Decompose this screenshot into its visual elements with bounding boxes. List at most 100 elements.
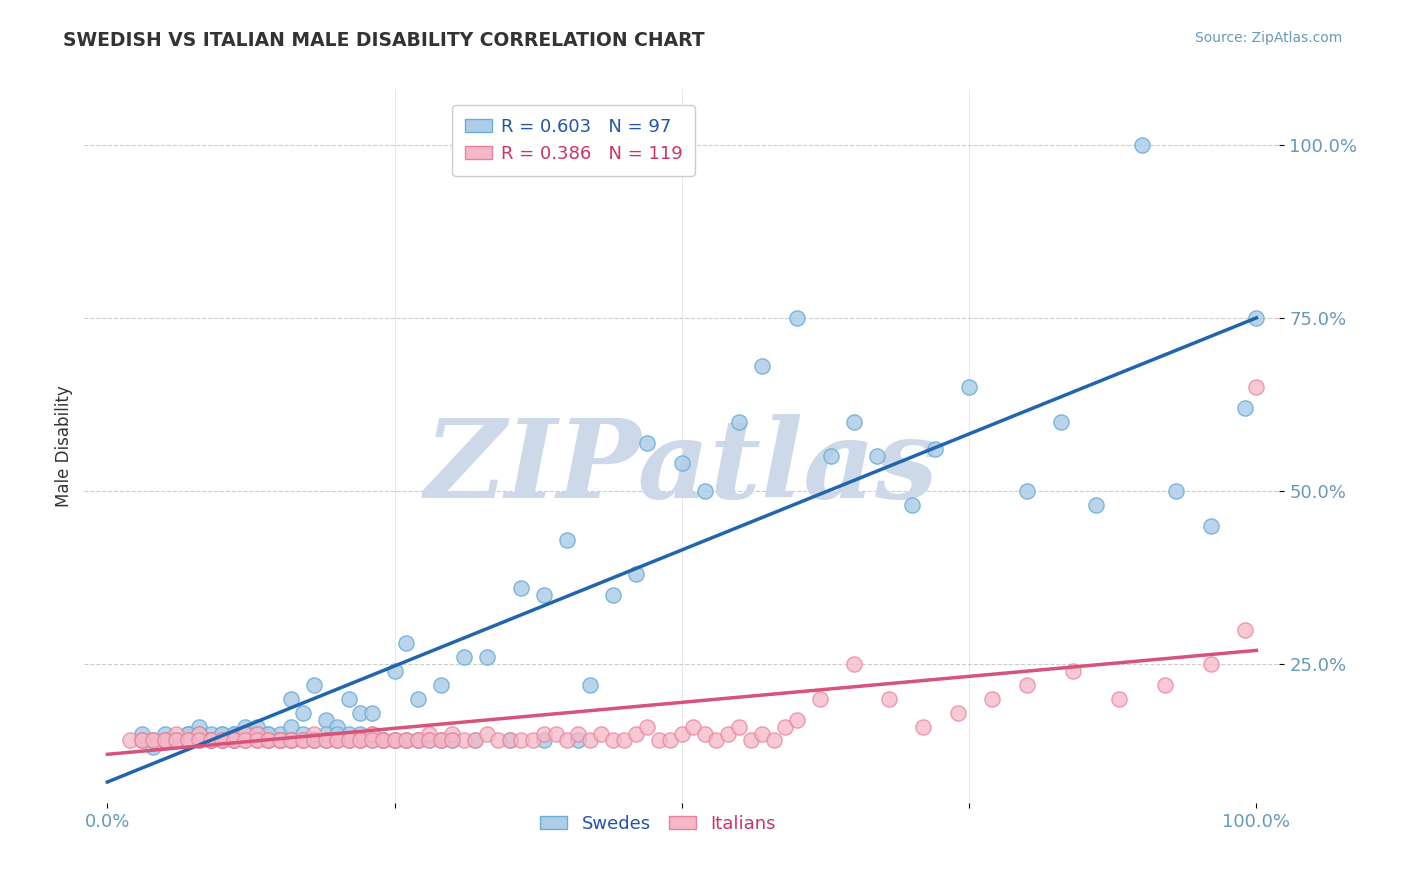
Point [337,691,360,706]
Point [177,733,200,747]
Point [591,726,613,740]
Point [165,733,187,747]
Point [246,733,269,747]
Point [453,650,475,665]
Text: SWEDISH VS ITALIAN MALE DISABILITY CORRELATION CHART: SWEDISH VS ITALIAN MALE DISABILITY CORRE… [63,31,704,50]
Point [384,733,406,747]
Point [1062,664,1084,678]
Point [153,733,176,747]
Point [1015,678,1038,692]
Point [740,733,762,747]
Point [200,733,222,747]
Point [153,726,176,740]
Point [233,726,256,740]
Point [326,733,349,747]
Point [269,733,291,747]
Point [142,733,165,747]
Point [602,588,624,602]
Point [728,415,751,429]
Point [291,726,314,740]
Point [142,740,165,755]
Point [165,726,187,740]
Point [395,636,418,650]
Point [257,733,280,747]
Point [233,720,256,734]
Point [200,733,222,747]
Point [165,733,187,747]
Point [188,733,211,747]
Point [360,726,382,740]
Point [269,726,291,740]
Point [165,733,187,747]
Point [498,733,520,747]
Point [349,706,371,720]
Point [269,733,291,747]
Point [177,733,200,747]
Point [233,733,256,747]
Point [326,733,349,747]
Point [395,733,418,747]
Point [624,726,647,740]
Point [131,726,153,740]
Point [384,733,406,747]
Point [302,726,325,740]
Point [302,733,325,747]
Point [257,733,280,747]
Point [337,733,360,747]
Point [384,733,406,747]
Point [464,733,486,747]
Point [142,733,165,747]
Point [1199,657,1222,672]
Point [866,450,889,464]
Point [475,726,498,740]
Point [522,733,544,747]
Point [395,733,418,747]
Point [326,726,349,740]
Point [567,726,589,740]
Point [177,726,200,740]
Point [751,726,773,740]
Point [1233,401,1256,415]
Point [1015,483,1038,498]
Point [533,588,555,602]
Point [257,733,280,747]
Point [188,733,211,747]
Point [486,733,509,747]
Point [475,650,498,665]
Point [142,733,165,747]
Point [233,726,256,740]
Point [912,720,935,734]
Point [280,733,302,747]
Point [233,733,256,747]
Point [302,733,325,747]
Point [269,733,291,747]
Point [533,733,555,747]
Point [602,733,624,747]
Point [510,581,533,595]
Point [1164,483,1187,498]
Point [636,720,658,734]
Point [165,733,187,747]
Text: ZIPatlas: ZIPatlas [425,414,939,521]
Point [211,726,233,740]
Point [188,726,211,740]
Point [1084,498,1107,512]
Point [302,733,325,747]
Point [291,706,314,720]
Point [957,380,980,394]
Point [326,720,349,734]
Point [120,733,142,747]
Point [246,726,269,740]
Point [1050,415,1073,429]
Point [349,733,371,747]
Point [373,733,395,747]
Point [775,720,797,734]
Point [441,733,464,747]
Point [406,733,429,747]
Point [762,733,785,747]
Point [257,733,280,747]
Point [728,720,751,734]
Point [567,733,589,747]
Legend: Swedes, Italians: Swedes, Italians [533,808,783,840]
Point [200,733,222,747]
